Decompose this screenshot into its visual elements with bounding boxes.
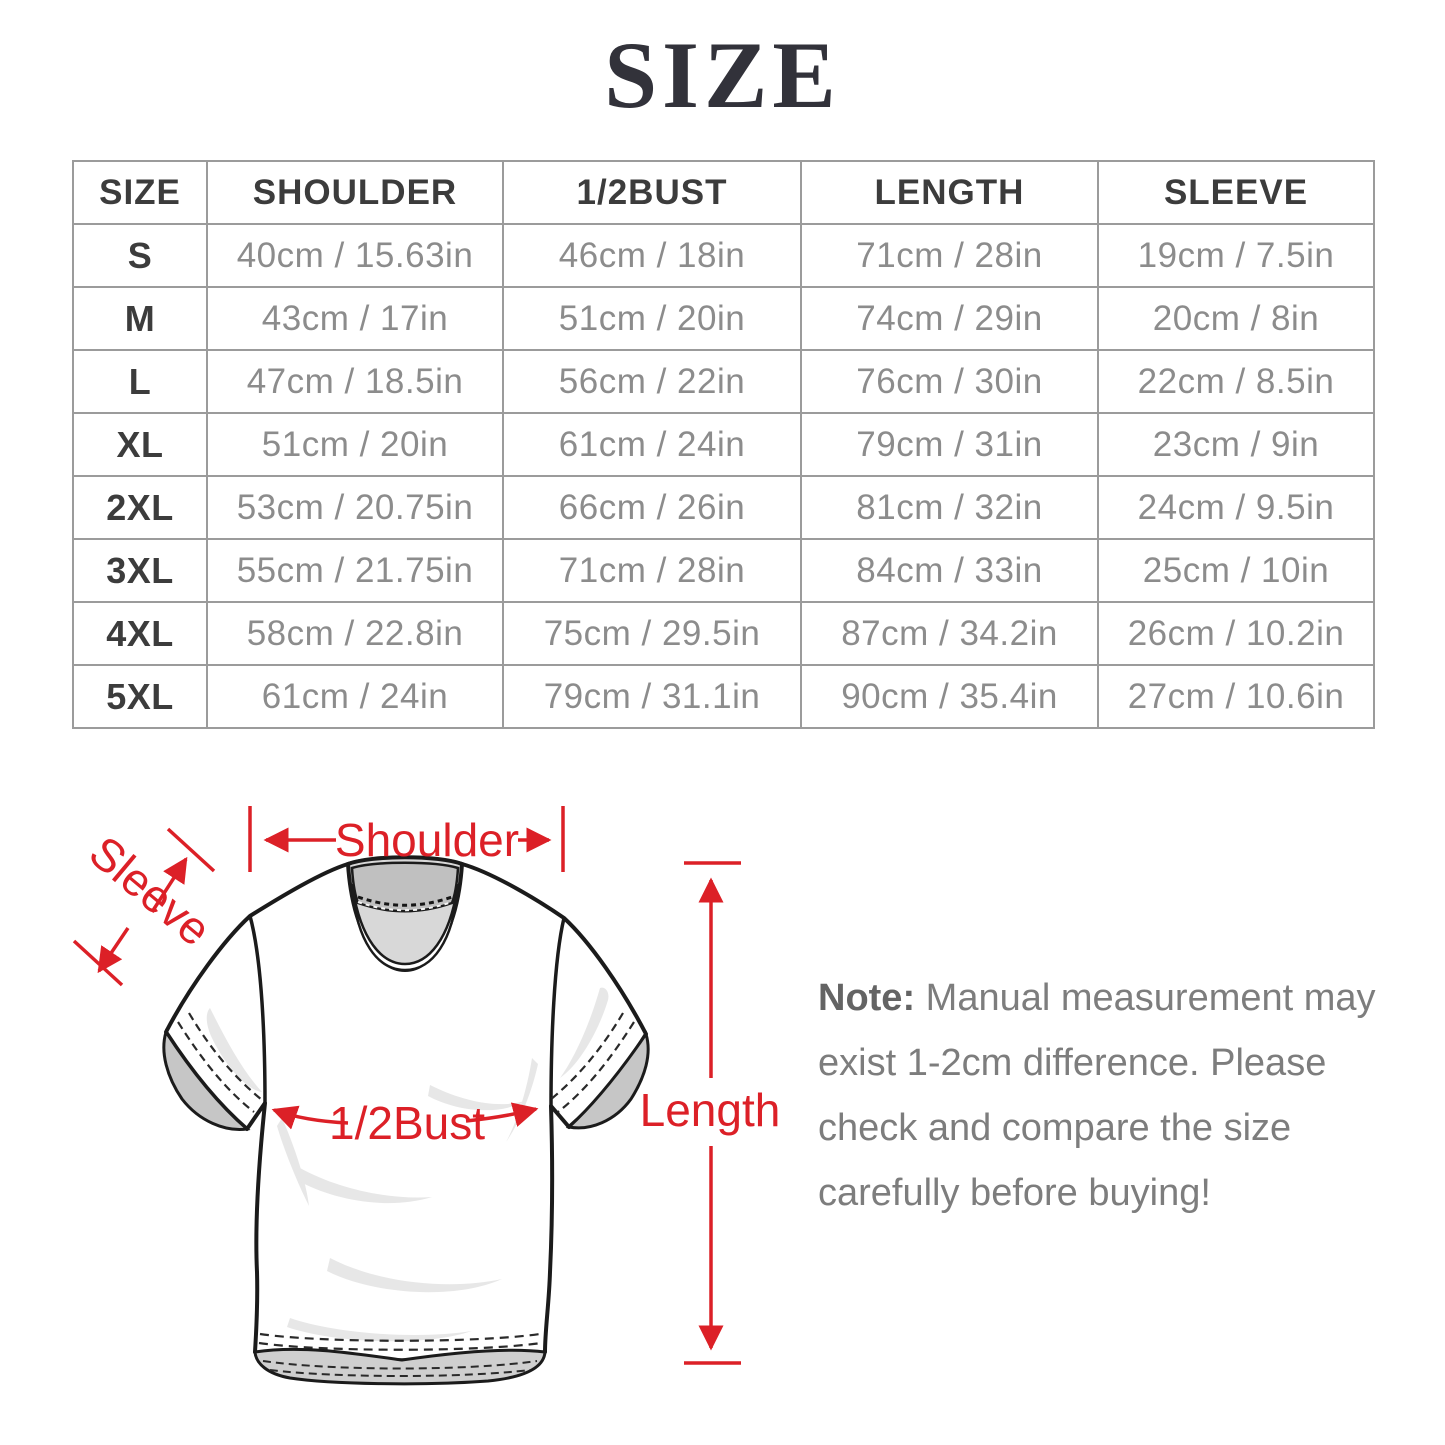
cell-halfbust: 56cm / 22in [502, 349, 802, 414]
shoulder-label: Shoulder [335, 814, 519, 866]
cell-sleeve: 25cm / 10in [1097, 538, 1375, 603]
cell-halfbust: 66cm / 26in [502, 475, 802, 540]
note-line: check and compare the size [818, 1107, 1292, 1149]
cell-halfbust: 61cm / 24in [502, 412, 802, 477]
page-title: SIZE [604, 22, 841, 128]
cell-shoulder: 43cm / 17in [206, 286, 504, 351]
cell-shoulder: 51cm / 20in [206, 412, 504, 477]
half-bust-arrow-right [465, 1102, 539, 1127]
cell-sleeve: 19cm / 7.5in [1097, 223, 1375, 288]
size-table: SIZE SHOULDER 1/2BUST LENGTH SLEEVE S 40… [72, 160, 1375, 729]
cell-shoulder: 55cm / 21.75in [206, 538, 504, 603]
size-label: 5XL [72, 664, 208, 729]
cell-sleeve: 27cm / 10.6in [1097, 664, 1375, 729]
cell-length: 74cm / 29in [800, 286, 1099, 351]
col-header-halfbust: 1/2BUST [502, 160, 802, 225]
cell-length: 84cm / 33in [800, 538, 1099, 603]
cell-shoulder: 53cm / 20.75in [206, 475, 504, 540]
half-bust-label: 1/2Bust [329, 1097, 485, 1149]
length-annotation: Length [640, 861, 781, 1365]
table-header-row: SIZE SHOULDER 1/2BUST LENGTH SLEEVE [72, 160, 1375, 225]
table-row: 3XL 55cm / 21.75in 71cm / 28in 84cm / 33… [72, 538, 1375, 603]
cell-length: 79cm / 31in [800, 412, 1099, 477]
wrinkle-shading [206, 987, 609, 1342]
shoulder-annotation: Shoulder [248, 806, 565, 872]
length-label: Length [640, 1084, 781, 1136]
sleeve-arrow-down [97, 927, 130, 974]
size-label: XL [72, 412, 208, 477]
table-row: XL 51cm / 20in 61cm / 24in 79cm / 31in 2… [72, 412, 1375, 477]
cell-shoulder: 40cm / 15.63in [206, 223, 504, 288]
cell-length: 71cm / 28in [800, 223, 1099, 288]
cell-sleeve: 22cm / 8.5in [1097, 349, 1375, 414]
half-bust-arrow-left [271, 1105, 349, 1130]
sleeve-label: Sleeve [80, 826, 221, 956]
note-text: Note: Manual measurement may exist 1-2cm… [818, 966, 1378, 1226]
cell-halfbust: 46cm / 18in [502, 223, 802, 288]
hem [253, 1332, 547, 1386]
table-row: 5XL 61cm / 24in 79cm / 31.1in 90cm / 35.… [72, 664, 1375, 729]
size-label: 3XL [72, 538, 208, 603]
note-line: exist 1-2cm difference. Please [818, 1042, 1327, 1084]
note-line-text: Manual measurement may [915, 977, 1376, 1019]
cell-sleeve: 26cm / 10.2in [1097, 601, 1375, 666]
table-row: L 47cm / 18.5in 56cm / 22in 76cm / 30in … [72, 349, 1375, 414]
cell-sleeve: 20cm / 8in [1097, 286, 1375, 351]
cell-length: 90cm / 35.4in [800, 664, 1099, 729]
note-line: carefully before buying! [818, 1172, 1211, 1214]
col-header-shoulder: SHOULDER [206, 160, 504, 225]
collar [345, 855, 465, 973]
tshirt-outline [162, 855, 650, 1386]
right-cuff [549, 1012, 650, 1130]
size-label: 4XL [72, 601, 208, 666]
table-row: 2XL 53cm / 20.75in 66cm / 26in 81cm / 32… [72, 475, 1375, 540]
cell-sleeve: 23cm / 9in [1097, 412, 1375, 477]
size-label: M [72, 286, 208, 351]
cell-halfbust: 51cm / 20in [502, 286, 802, 351]
col-header-size: SIZE [72, 160, 208, 225]
table-row: 4XL 58cm / 22.8in 75cm / 29.5in 87cm / 3… [72, 601, 1375, 666]
size-label: 2XL [72, 475, 208, 540]
sleeve-annotation: Sleeve [72, 826, 221, 987]
col-header-length: LENGTH [800, 160, 1099, 225]
cell-shoulder: 58cm / 22.8in [206, 601, 504, 666]
cell-halfbust: 79cm / 31.1in [502, 664, 802, 729]
left-cuff [162, 1012, 263, 1131]
sleeve-arrow-up [150, 856, 188, 913]
cell-shoulder: 47cm / 18.5in [206, 349, 504, 414]
size-label: L [72, 349, 208, 414]
cell-sleeve: 24cm / 9.5in [1097, 475, 1375, 540]
cell-shoulder: 61cm / 24in [206, 664, 504, 729]
cell-length: 87cm / 34.2in [800, 601, 1099, 666]
note-line: Note: Manual measurement may [818, 966, 1378, 1031]
half-bust-annotation: 1/2Bust [271, 1097, 539, 1149]
cell-halfbust: 75cm / 29.5in [502, 601, 802, 666]
note-label: Note: [818, 977, 916, 1019]
sleeve-upper-tick [166, 827, 216, 873]
table-row: M 43cm / 17in 51cm / 20in 74cm / 29in 20… [72, 286, 1375, 351]
cell-halfbust: 71cm / 28in [502, 538, 802, 603]
col-header-sleeve: SLEEVE [1097, 160, 1375, 225]
cell-length: 81cm / 32in [800, 475, 1099, 540]
size-label: S [72, 223, 208, 288]
cell-length: 76cm / 30in [800, 349, 1099, 414]
table-row: S 40cm / 15.63in 46cm / 18in 71cm / 28in… [72, 223, 1375, 288]
